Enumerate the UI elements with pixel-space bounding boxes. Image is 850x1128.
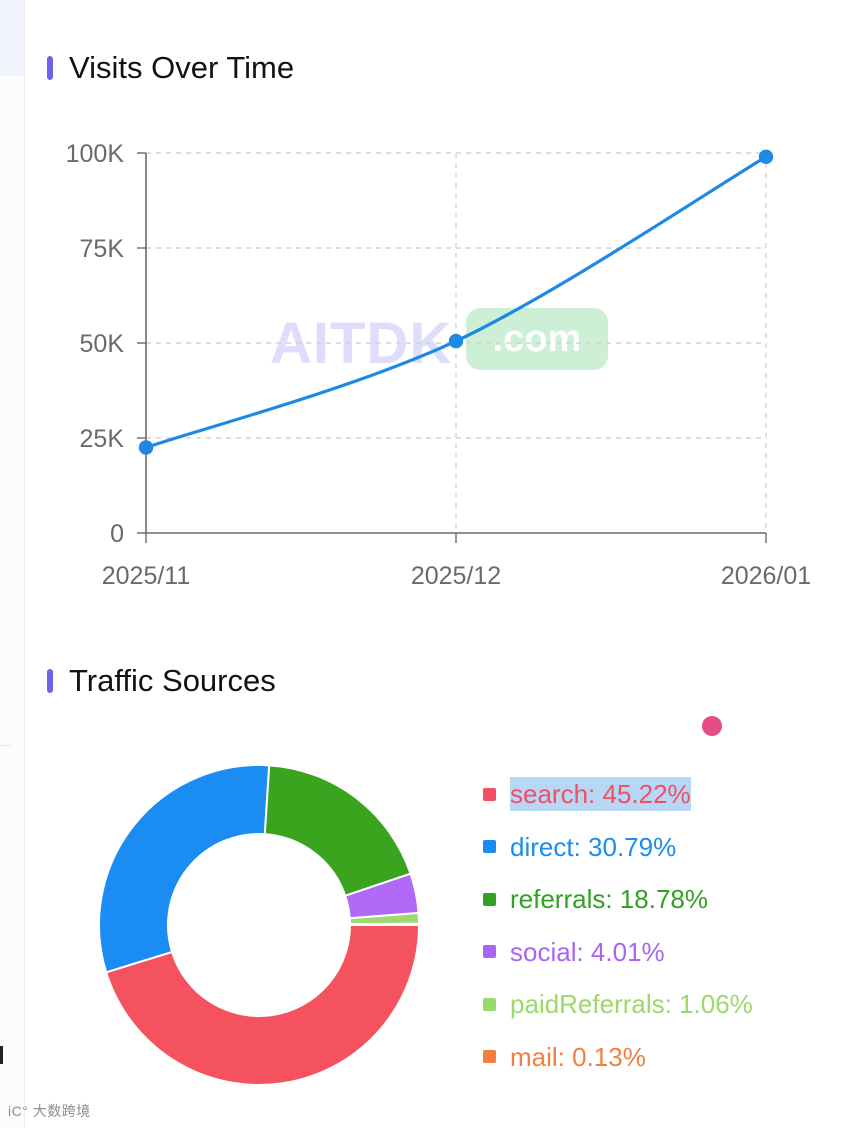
left-sidebar-tab[interactable] — [0, 0, 24, 76]
traffic-section-accent — [47, 669, 53, 693]
site-watermark-pill: .com — [466, 308, 608, 370]
legend-swatch-referrals — [483, 892, 496, 906]
legend-label-mail: mail: 0.13% — [510, 1041, 646, 1072]
x-tick-label: 2026/01 — [721, 562, 811, 590]
left-sidebar-rail — [0, 0, 25, 1128]
legend-label-referrals: referrals: 18.78% — [510, 884, 708, 914]
legend-swatch-social — [483, 945, 496, 958]
donut-slice-search[interactable] — [105, 924, 420, 1086]
legend-swatch-search — [483, 787, 496, 801]
x-tick-label: 2025/12 — [411, 562, 501, 590]
visits-data-point[interactable] — [758, 149, 774, 164]
traffic-section-title: Traffic Sources — [69, 663, 276, 698]
visits-data-point[interactable] — [138, 440, 154, 455]
left-sidebar-edge-mark — [0, 1046, 3, 1064]
legend-item-search[interactable]: search: 45.22% — [483, 777, 691, 811]
left-sidebar-divider — [0, 745, 12, 746]
visits-section-accent — [47, 56, 53, 80]
legend-item-mail[interactable]: mail: 0.13% — [483, 1040, 646, 1074]
legend-item-referrals[interactable]: referrals: 18.78% — [483, 882, 708, 916]
legend-label-social: social: 4.01% — [510, 936, 665, 967]
legend-item-paidReferrals[interactable]: paidReferrals: 1.06% — [483, 987, 753, 1021]
footer-watermark: iC° 大数跨境 — [8, 1103, 91, 1119]
visits-line-chart: 0 25K 50K 75K 100K 2025/11 2025/12 2026/01 — [66, 140, 812, 590]
legend-item-social[interactable]: social: 4.01% — [483, 935, 665, 969]
legend-label-search: search: 45.22% — [510, 777, 691, 811]
visits-data-point[interactable] — [448, 333, 464, 349]
legend-swatch-direct — [483, 840, 496, 853]
status-indicator-dot — [702, 716, 722, 736]
legend-swatch-mail — [483, 1050, 496, 1063]
y-tick-label: 0 — [110, 520, 124, 548]
y-tick-label: 50K — [80, 330, 125, 358]
donut-slice-direct[interactable] — [98, 764, 271, 974]
donut-slice-mail[interactable] — [348, 922, 421, 926]
y-tick-label: 100K — [66, 140, 125, 168]
legend-label-paidReferrals: paidReferrals: 1.06% — [510, 989, 753, 1019]
legend-label-direct: direct: 30.79% — [510, 831, 677, 862]
donut-slice-referrals[interactable] — [263, 764, 412, 897]
visits-section-title: Visits Over Time — [69, 50, 295, 85]
y-tick-label: 25K — [80, 425, 125, 453]
legend-item-direct[interactable]: direct: 30.79% — [483, 830, 676, 864]
y-tick-label: 75K — [80, 235, 125, 263]
legend-swatch-paidReferrals — [483, 997, 496, 1011]
x-tick-label: 2025/11 — [102, 562, 191, 590]
